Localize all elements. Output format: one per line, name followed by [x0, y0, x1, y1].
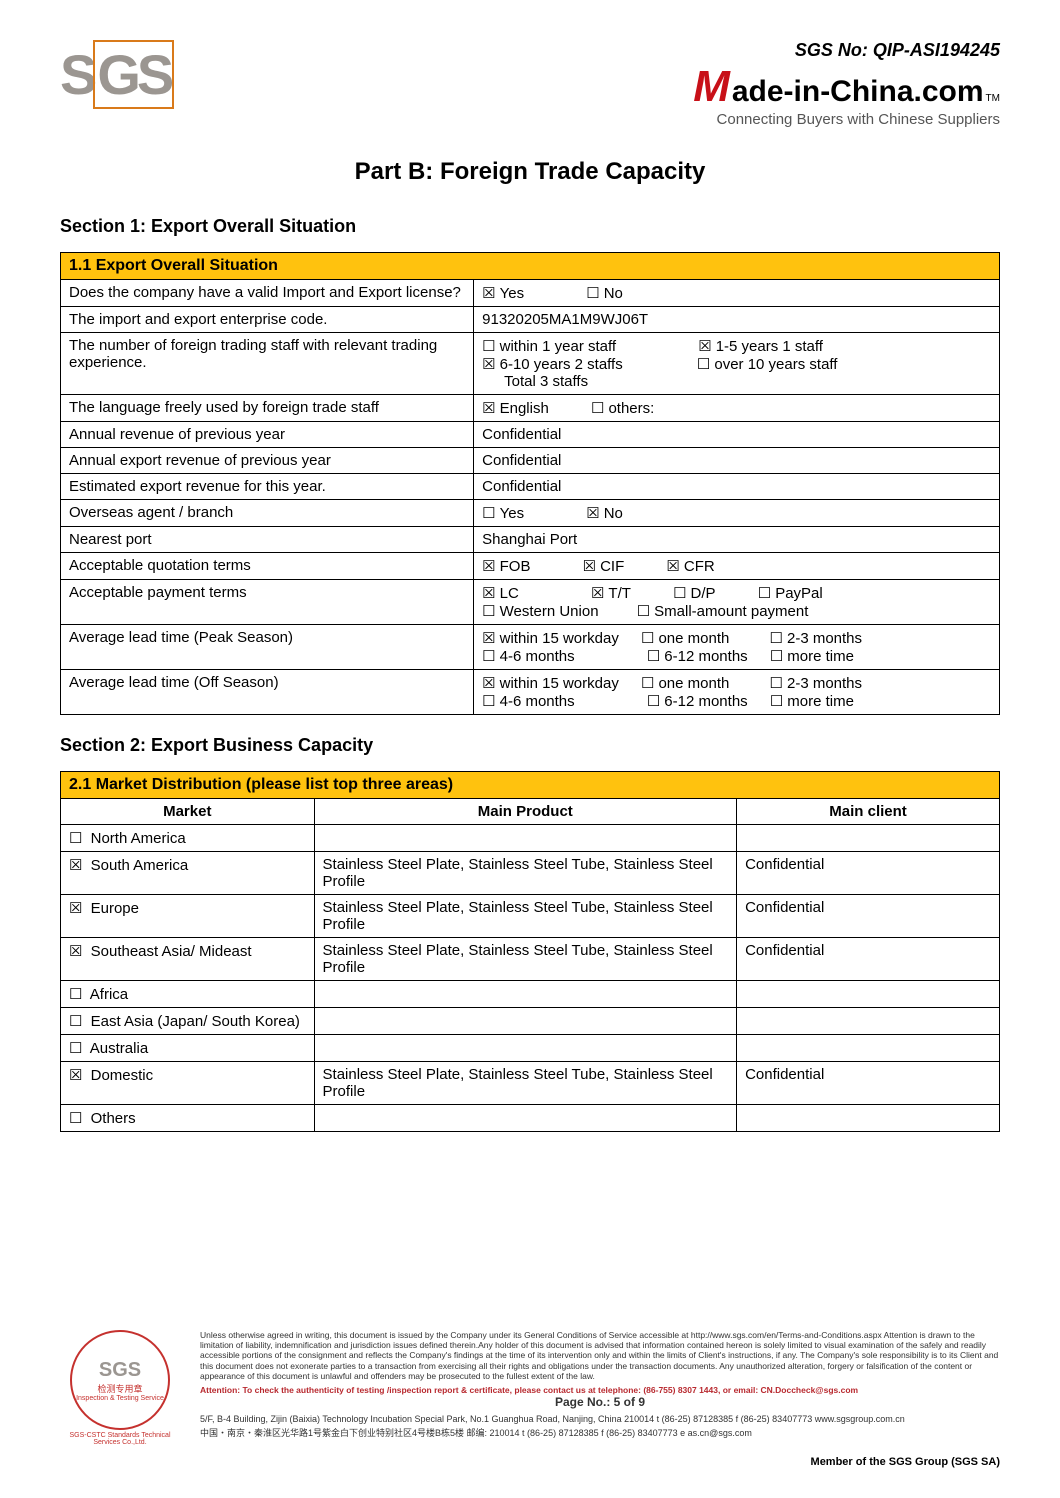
table-header-row: Market Main Product Main client: [61, 799, 1000, 825]
table-row: Overseas agent / branch ☐Yes ☒No: [61, 500, 1000, 527]
sgs-logo-text: SGS: [60, 40, 174, 109]
table-section1: 1.1 Export Overall Situation Does the co…: [60, 252, 1000, 715]
table-row: ☐ North America: [61, 825, 1000, 852]
cell-label: The number of foreign trading staff with…: [61, 333, 474, 395]
table-row: The number of foreign trading staff with…: [61, 333, 1000, 395]
table-row: Nearest portShanghai Port: [61, 527, 1000, 553]
cell-label: The language freely used by foreign trad…: [61, 395, 474, 422]
table-row: Annual export revenue of previous yearCo…: [61, 448, 1000, 474]
col-market: Market: [61, 799, 315, 825]
checkbox-icon: ☐: [586, 284, 599, 302]
table-row: ☒ South America Stainless Steel Plate, S…: [61, 852, 1000, 895]
header: SGS SGS No: QIP-ASI194245 M ade-in-China…: [60, 40, 1000, 128]
mic-logo-text: ade-in-China.com: [732, 77, 984, 107]
member-line: Member of the SGS Group (SGS SA): [60, 1456, 1000, 1468]
table-row: The import and export enterprise code. 9…: [61, 307, 1000, 333]
col-product: Main Product: [314, 799, 737, 825]
header-right: SGS No: QIP-ASI194245 M ade-in-China.com…: [693, 40, 1000, 128]
cell-value: ☒Yes ☐No: [474, 280, 1000, 307]
table-row: Average lead time (Off Season) ☒within 1…: [61, 670, 1000, 715]
table-row: Estimated export revenue for this year.C…: [61, 474, 1000, 500]
table-row: Does the company have a valid Import and…: [61, 280, 1000, 307]
part-title: Part B: Foreign Trade Capacity: [60, 158, 1000, 186]
table-row: The language freely used by foreign trad…: [61, 395, 1000, 422]
mic-tagline: Connecting Buyers with Chinese Suppliers: [693, 111, 1000, 128]
table-section2: 2.1 Market Distribution (please list top…: [60, 771, 1000, 1132]
cell-label: The import and export enterprise code.: [61, 307, 474, 333]
table-row: ☒ Europe Stainless Steel Plate, Stainles…: [61, 895, 1000, 938]
page: SGS SGS No: QIP-ASI194245 M ade-in-China…: [0, 0, 1060, 1498]
table-row: ☒ Southeast Asia/ Mideast Stainless Stee…: [61, 938, 1000, 981]
checkbox-icon: ☒: [482, 284, 495, 302]
section2-title: Section 2: Export Business Capacity: [60, 735, 1000, 756]
cell-value: 91320205MA1M9WJ06T: [474, 307, 1000, 333]
mic-logo-m: M: [693, 65, 730, 109]
cell-value: ☐within 1 year staff ☒1-5 years 1 staff …: [474, 333, 1000, 395]
footer-disclaimer: Unless otherwise agreed in writing, this…: [200, 1330, 1000, 1439]
table-row: ☒ Domestic Stainless Steel Plate, Stainl…: [61, 1062, 1000, 1105]
mic-tm: TM: [986, 93, 1000, 104]
table-row: Average lead time (Peak Season) ☒within …: [61, 625, 1000, 670]
seal-icon: SGS 检测专用章 Inspection & Testing Service: [70, 1330, 170, 1430]
footer-seal: SGS 检测专用章 Inspection & Testing Service S…: [60, 1330, 180, 1446]
cell-label: Does the company have a valid Import and…: [61, 280, 474, 307]
table-row: ☐ Africa: [61, 981, 1000, 1008]
sub-header-2-1: 2.1 Market Distribution (please list top…: [61, 772, 1000, 799]
cell-value: ☒English ☐others:: [474, 395, 1000, 422]
table-row: Acceptable quotation terms ☒FOB ☒CIF ☒CF…: [61, 553, 1000, 580]
sub-header-1-1: 1.1 Export Overall Situation: [61, 253, 1000, 280]
table-row: ☐ East Asia (Japan/ South Korea): [61, 1008, 1000, 1035]
footer: SGS 检测专用章 Inspection & Testing Service S…: [60, 1330, 1000, 1468]
table-row: ☐ Australia: [61, 1035, 1000, 1062]
section1-title: Section 1: Export Overall Situation: [60, 216, 1000, 237]
page-number: Page No.: 5 of 9: [200, 1395, 1000, 1409]
made-in-china-logo: M ade-in-China.com TM: [693, 65, 1000, 109]
col-client: Main client: [737, 799, 1000, 825]
sgs-number: SGS No: QIP-ASI194245: [693, 40, 1000, 61]
table-row: ☐ Others: [61, 1105, 1000, 1132]
table-row: Acceptable payment terms ☒LC ☒T/T ☐D/P ☐…: [61, 580, 1000, 625]
table-row: Annual revenue of previous yearConfident…: [61, 422, 1000, 448]
sgs-logo: SGS: [60, 40, 174, 109]
